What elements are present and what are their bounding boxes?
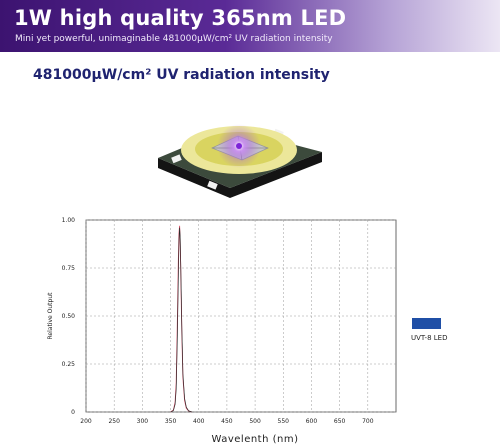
x-tick-label: 300 <box>137 418 149 425</box>
spectrum-chart: 0 0.25 0.50 0.75 1.00 200 250 300 350 400 450 500 5… <box>47 217 397 445</box>
chart-series <box>170 225 193 413</box>
legend-label: UVT-8 LED <box>411 334 448 342</box>
banner-subtitle: Mini yet powerful, unimaginable 481000μW… <box>15 34 333 44</box>
y-tick-label: 0 <box>71 409 75 416</box>
x-tick-label: 650 <box>334 418 346 425</box>
x-tick-label: 500 <box>249 418 261 425</box>
led-base-side <box>158 152 322 198</box>
x-axis-label: Wavelenth (nm) <box>211 434 298 445</box>
led-pad-marker <box>171 154 182 164</box>
radiation-headline: 481000μW/cm² UV radiation intensity <box>33 67 330 83</box>
y-axis-ticks: 0 0.25 0.50 0.75 1.00 <box>62 217 76 416</box>
y-tick-label: 0.75 <box>62 265 76 272</box>
x-tick-label: 700 <box>362 418 374 425</box>
x-tick-label: 600 <box>306 418 318 425</box>
led-pad-marker <box>207 180 218 190</box>
x-tick-label: 450 <box>221 418 233 425</box>
x-axis-ticks: 200 250 300 350 400 450 500 550 600 650 700 <box>80 418 373 425</box>
y-tick-label: 1.00 <box>62 217 76 224</box>
series-line-2 <box>170 227 193 413</box>
x-tick-label: 250 <box>108 418 120 425</box>
x-tick-label: 400 <box>193 418 205 425</box>
uv-emitter-point <box>236 143 242 149</box>
banner-title: 1W high quality 365nm LED <box>14 6 347 30</box>
plot-frame <box>85 219 397 413</box>
y-axis-label: Relative Output <box>47 292 54 340</box>
legend-swatch <box>412 318 441 329</box>
chart-grid <box>85 219 396 413</box>
x-tick-label: 350 <box>165 418 177 425</box>
title-banner: 1W high quality 365nm LED Mini yet power… <box>0 0 500 52</box>
x-tick-label: 200 <box>80 418 92 425</box>
y-tick-label: 0.50 <box>62 313 76 320</box>
led-chip-illustration <box>158 124 322 198</box>
y-tick-label: 0.25 <box>62 361 76 368</box>
x-tick-label: 550 <box>278 418 290 425</box>
